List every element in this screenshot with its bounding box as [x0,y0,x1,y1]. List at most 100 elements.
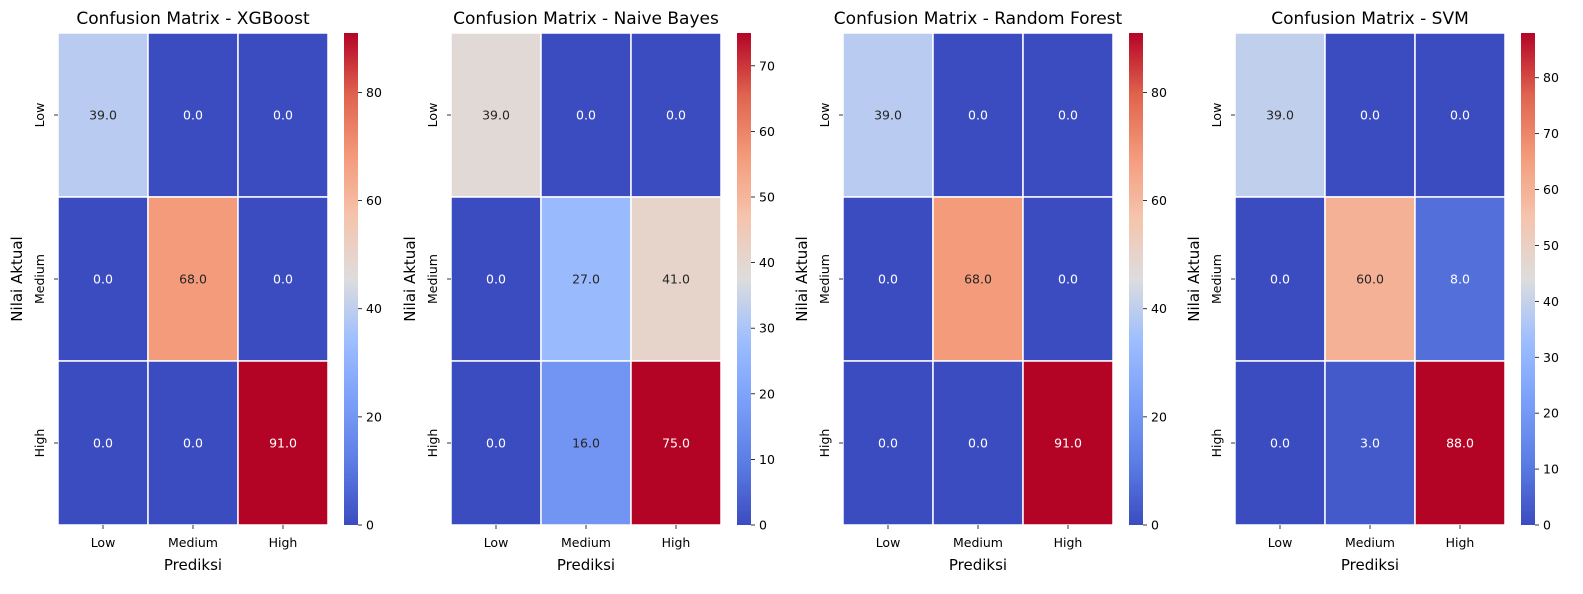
colorbar-tick-label: 50 [1543,238,1559,253]
cell-annotation: 27.0 [572,272,600,287]
heatmap-cell [450,196,542,362]
heatmap-cell [1022,196,1114,362]
cell-annotation: 0.0 [968,436,988,451]
y-tick-label: High [1209,429,1224,458]
colorbar-tick-label: 80 [366,85,382,100]
x-axis-label: Prediksi [164,556,222,574]
cell-annotation: 0.0 [273,108,293,123]
colorbar-tick-label: 40 [759,255,775,270]
colorbar-tick-label: 60 [759,124,775,139]
colorbar-tick-label: 50 [759,190,775,205]
cell-annotation: 0.0 [93,272,113,287]
colorbar-tick-label: 20 [1543,406,1559,421]
chart-title: Confusion Matrix - SVM [1271,9,1469,29]
heatmap-cell [540,196,632,362]
heatmap-cell [1414,360,1506,526]
heatmap-cell [630,196,722,362]
cell-annotation: 0.0 [1450,108,1470,123]
x-tick-label: High [662,535,691,550]
cell-annotation: 41.0 [662,272,690,287]
colorbar-tick-label: 0 [366,518,374,533]
heatmap-cell [450,32,542,198]
x-tick-label: High [1054,535,1083,550]
heatmap-cell [237,32,329,198]
heatmap-cell [630,32,722,198]
colorbar-tick-label: 60 [366,193,382,208]
cell-annotation: 0.0 [576,108,596,123]
heatmap-cell [1324,196,1416,362]
cell-annotation: 0.0 [183,108,203,123]
heatmap-cell [540,360,632,526]
colorbar-tick-label: 0 [759,518,767,533]
cell-annotation: 91.0 [269,436,297,451]
cell-annotation: 3.0 [1360,436,1380,451]
cell-annotation: 0.0 [878,272,898,287]
x-tick-label: Low [484,535,509,550]
cell-annotation: 75.0 [662,436,690,451]
cell-annotation: 39.0 [482,108,510,123]
heatmap-cell [57,196,149,362]
colorbar-tick-label: 60 [1543,182,1559,197]
colorbar-tick-label: 70 [1543,126,1559,141]
heatmap-cell [1022,360,1114,526]
x-tick-label: High [269,535,298,550]
cell-annotation: 39.0 [89,108,117,123]
heatmap-cell [1022,32,1114,198]
y-tick-label: Medium [425,254,440,304]
cell-annotation: 0.0 [1360,108,1380,123]
x-tick-label: Medium [168,535,218,550]
colorbar-tick-label: 40 [1543,294,1559,309]
heatmap-cell [932,196,1024,362]
x-tick-label: Medium [953,535,1003,550]
colorbar-tick-label: 30 [759,321,775,336]
y-tick-label: Low [32,103,47,128]
cell-annotation: 91.0 [1054,436,1082,451]
colorbar-tick-label: 0 [1151,518,1159,533]
y-axis-label: Nilai Aktual [1185,236,1203,321]
cell-annotation: 0.0 [183,436,203,451]
y-tick-label: High [817,429,832,458]
x-tick-label: High [1446,535,1475,550]
heatmap-cell [932,360,1024,526]
y-tick-label: Medium [817,254,832,304]
heatmap-cell [932,32,1024,198]
colorbar-tick-label: 60 [1151,193,1167,208]
colorbar-tick-label: 70 [759,58,775,73]
heatmap-cell [147,360,239,526]
cell-annotation: 0.0 [1270,436,1290,451]
colorbar-tick-label: 30 [1543,350,1559,365]
heatmap-cell [842,32,934,198]
x-tick-label: Low [876,535,901,550]
colorbar-tick-label: 20 [1151,409,1167,424]
chart-title: Confusion Matrix - XGBoost [76,9,310,29]
heatmap-cell [1414,32,1506,198]
colorbar-tick-label: 10 [759,452,775,467]
colorbar-tick-label: 40 [366,301,382,316]
x-axis-label: Prediksi [949,556,1007,574]
cell-annotation: 88.0 [1446,436,1474,451]
y-tick-label: Low [1209,103,1224,128]
y-tick-label: High [32,429,47,458]
heatmap-cell [147,196,239,362]
colorbar-tick-label: 20 [366,409,382,424]
colorbar-tick-label: 20 [759,386,775,401]
y-tick-label: Low [817,103,832,128]
colorbar-tick-label: 80 [1543,70,1559,85]
y-tick-label: Medium [32,254,47,304]
heatmap-panel-4: Confusion Matrix - SVM 39.0 0.0 0.0 0.0 60.0 8… [1185,9,1559,574]
x-tick-label: Low [91,535,116,550]
cell-annotation: 0.0 [878,436,898,451]
y-tick-label: Low [425,103,440,128]
heatmap-cell [1414,196,1506,362]
chart-title: Confusion Matrix - Naive Bayes [453,9,719,29]
heatmap-panel-3: Confusion Matrix - Random Forest 39.0 0.0 0… [793,9,1167,574]
y-axis-label: Nilai Aktual [793,236,811,321]
heatmap-cell [57,32,149,198]
heatmap-cell [450,360,542,526]
cell-annotation: 39.0 [1266,108,1294,123]
colorbar-tick-label: 10 [1543,462,1559,477]
colorbar [737,33,751,525]
heatmap-cell [237,196,329,362]
